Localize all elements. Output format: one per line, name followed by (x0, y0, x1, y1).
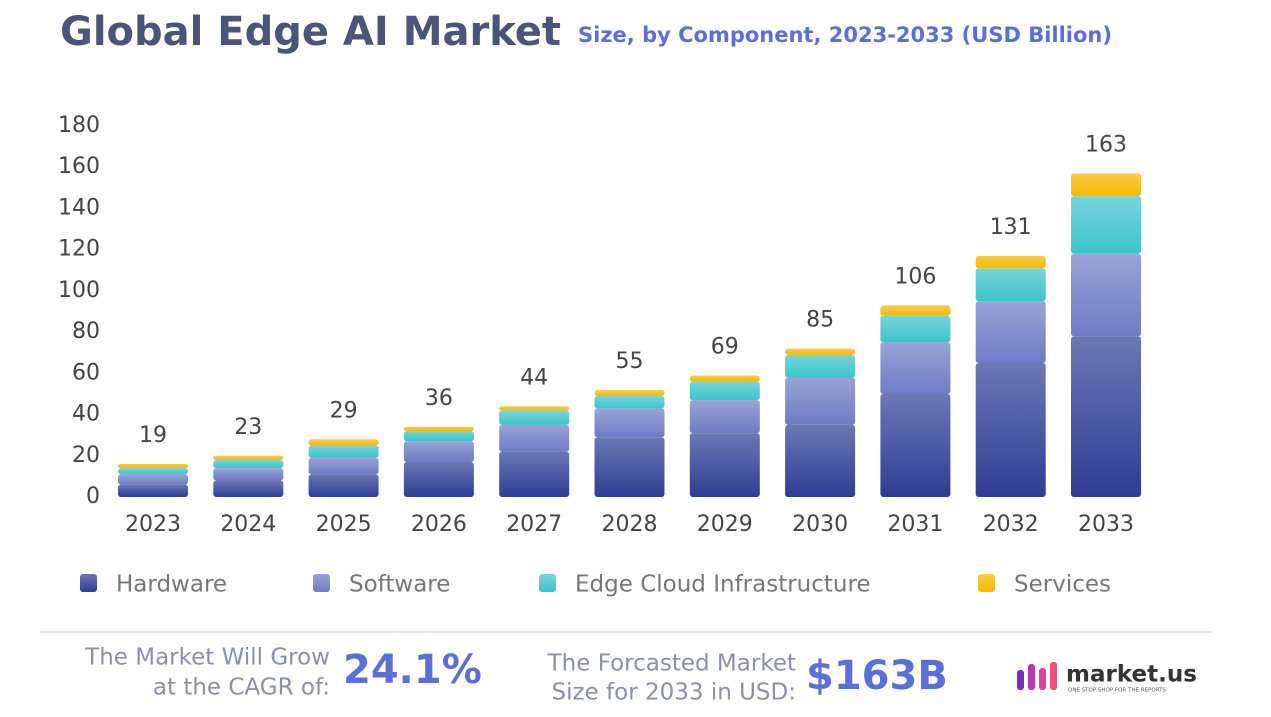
y-tick-label: 20 (72, 443, 100, 468)
y-tick-label: 80 (72, 319, 100, 344)
total-label: 55 (616, 349, 644, 374)
bar-segment (403, 426, 474, 432)
bar-segment (308, 445, 379, 458)
y-tick-label: 0 (86, 484, 100, 509)
bar-segment (1071, 196, 1141, 254)
bar-segment (785, 354, 856, 378)
bar-segment (118, 468, 188, 475)
total-label: 36 (425, 386, 453, 411)
legend-label: Edge Cloud Infrastructure (575, 572, 871, 598)
bar-segment (785, 424, 856, 497)
bar-segment (785, 377, 856, 425)
total-label: 106 (894, 264, 936, 289)
brand-tagline: ONE STOP SHOP FOR THE REPORTS (1068, 688, 1166, 694)
bar-segment (403, 441, 474, 462)
bar-segment (499, 424, 570, 452)
bar-segment (118, 484, 188, 497)
y-tick-label: 100 (58, 278, 100, 303)
bar-segment (403, 431, 474, 442)
cagr-value: 24.1% (343, 647, 482, 693)
x-tick-label: 2023 (125, 512, 181, 537)
bar-segment (118, 474, 188, 485)
total-label: 163 (1085, 132, 1127, 157)
bar-segment (689, 381, 760, 401)
brand-name: market.us (1066, 662, 1197, 688)
forecast-label: The Forcasted Market (547, 651, 796, 677)
legend-label: Services (1014, 572, 1111, 598)
chart-subtitle: Size, by Component, 2023-2033 (USD Billi… (578, 23, 1112, 47)
bar-segment (308, 457, 379, 475)
x-tick-label: 2032 (983, 512, 1039, 537)
legend-marker (80, 574, 97, 592)
bar-segment (213, 480, 284, 497)
legend-marker (313, 574, 330, 592)
x-tick-label: 2026 (411, 512, 467, 537)
bar-segment (499, 410, 570, 425)
bar-segment (594, 408, 665, 438)
total-label: 85 (806, 308, 834, 333)
bar-segment (785, 348, 856, 355)
legend-label: Software (349, 572, 450, 598)
bar-segment (594, 396, 665, 409)
bar-segment (499, 406, 570, 411)
bar-segment (308, 474, 379, 497)
bar-segment (975, 255, 1046, 269)
bar-segment (1071, 173, 1141, 197)
bar-segment (118, 464, 188, 469)
total-label: 69 (711, 334, 739, 359)
forecast-value: $163B (806, 653, 948, 699)
bar-segment (499, 451, 570, 497)
x-tick-label: 2033 (1078, 512, 1134, 537)
legend-marker (978, 574, 995, 592)
x-tick-label: 2024 (220, 512, 276, 537)
bar-segment (975, 301, 1046, 364)
brand-logo (1017, 662, 1057, 690)
x-tick-label: 2030 (792, 512, 848, 537)
bar-segment (308, 439, 379, 446)
y-tick-label: 120 (58, 237, 100, 262)
x-tick-label: 2027 (506, 512, 562, 537)
bar-segment (880, 342, 951, 394)
x-tick-label: 2025 (316, 512, 372, 537)
legend-label: Hardware (116, 572, 227, 598)
total-label: 19 (139, 423, 167, 448)
y-tick-label: 180 (58, 113, 100, 138)
bar-segment (689, 375, 760, 382)
y-tick-label: 40 (72, 402, 100, 427)
bar-segment (213, 459, 284, 469)
bar-segment (594, 389, 665, 397)
bar-segment (880, 393, 951, 497)
bar-segment (975, 268, 1046, 302)
bar-segment (1071, 336, 1141, 497)
x-tick-label: 2031 (887, 512, 943, 537)
bar-segment (975, 363, 1046, 497)
bar-segment (689, 433, 760, 497)
bar-segment (213, 468, 284, 481)
chart-title: Global Edge AI Market (60, 9, 561, 55)
bar-segment (213, 455, 284, 460)
cagr-label: at the CAGR of: (153, 675, 330, 701)
y-tick-label: 140 (58, 195, 100, 220)
bar-segment (594, 437, 665, 497)
bar-segment (880, 315, 951, 343)
y-tick-label: 160 (58, 154, 100, 179)
bar-segment (880, 305, 951, 316)
total-label: 44 (520, 365, 548, 390)
x-tick-label: 2029 (697, 512, 753, 537)
bar-segment (689, 400, 760, 434)
total-label: 23 (234, 415, 262, 440)
bar-segment (403, 461, 474, 497)
total-label: 29 (330, 398, 358, 423)
x-tick-label: 2028 (602, 512, 658, 537)
bar-segment (1071, 253, 1141, 337)
cagr-label: The Market Will Grow (84, 645, 330, 671)
legend-marker (539, 574, 556, 592)
forecast-label: Size for 2033 in USD: (552, 680, 796, 706)
y-tick-label: 60 (72, 360, 100, 385)
total-label: 131 (990, 215, 1032, 240)
